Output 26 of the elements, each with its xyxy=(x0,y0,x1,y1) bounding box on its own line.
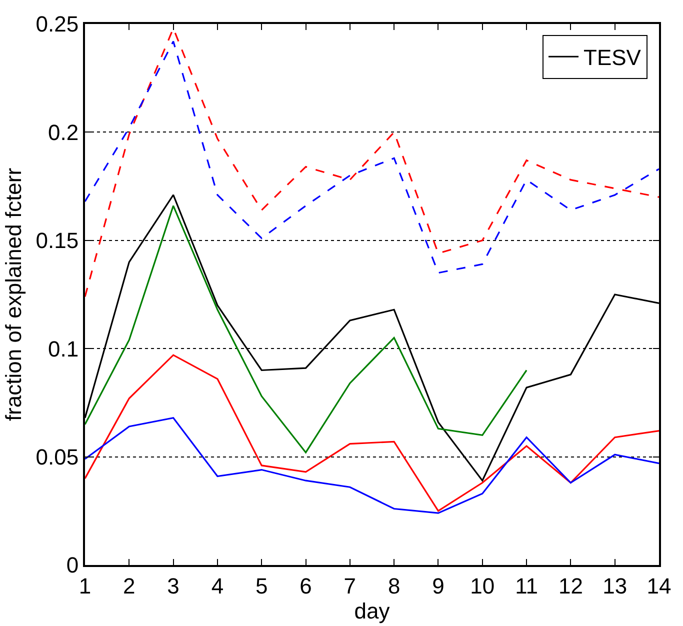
x-axis-title: day xyxy=(354,598,390,624)
y-tick-label: 0.15 xyxy=(36,228,79,254)
x-tick-label: 12 xyxy=(558,573,583,598)
x-tick-label: 8 xyxy=(388,573,400,598)
legend-label: TESV xyxy=(584,45,642,70)
x-tick-label: 4 xyxy=(211,573,224,598)
y-axis-title: fraction of explained fcterr xyxy=(1,168,26,422)
x-tick-label: 5 xyxy=(255,573,268,598)
y-tick-label: 0 xyxy=(66,552,79,578)
x-tick-label: 3 xyxy=(167,573,180,598)
x-tick-label: 6 xyxy=(300,573,312,598)
x-tick-label: 11 xyxy=(515,573,538,598)
x-tick-label: 14 xyxy=(646,573,672,598)
x-tick-label: 10 xyxy=(470,573,495,598)
line-series xyxy=(85,417,659,514)
line-series xyxy=(85,354,659,512)
y-tick-label: 0.25 xyxy=(36,12,79,37)
line-series xyxy=(85,204,528,454)
y-tick-label: 0.05 xyxy=(36,444,79,470)
y-tick-label: 0.1 xyxy=(48,336,79,362)
y-tick-label: 0.2 xyxy=(48,120,79,145)
x-tick-label: 9 xyxy=(432,573,444,598)
x-tick-label: 13 xyxy=(602,573,628,598)
x-tick-label: 2 xyxy=(123,573,136,598)
x-tick-label: 7 xyxy=(344,573,356,598)
x-tick-label: 1 xyxy=(78,573,92,598)
